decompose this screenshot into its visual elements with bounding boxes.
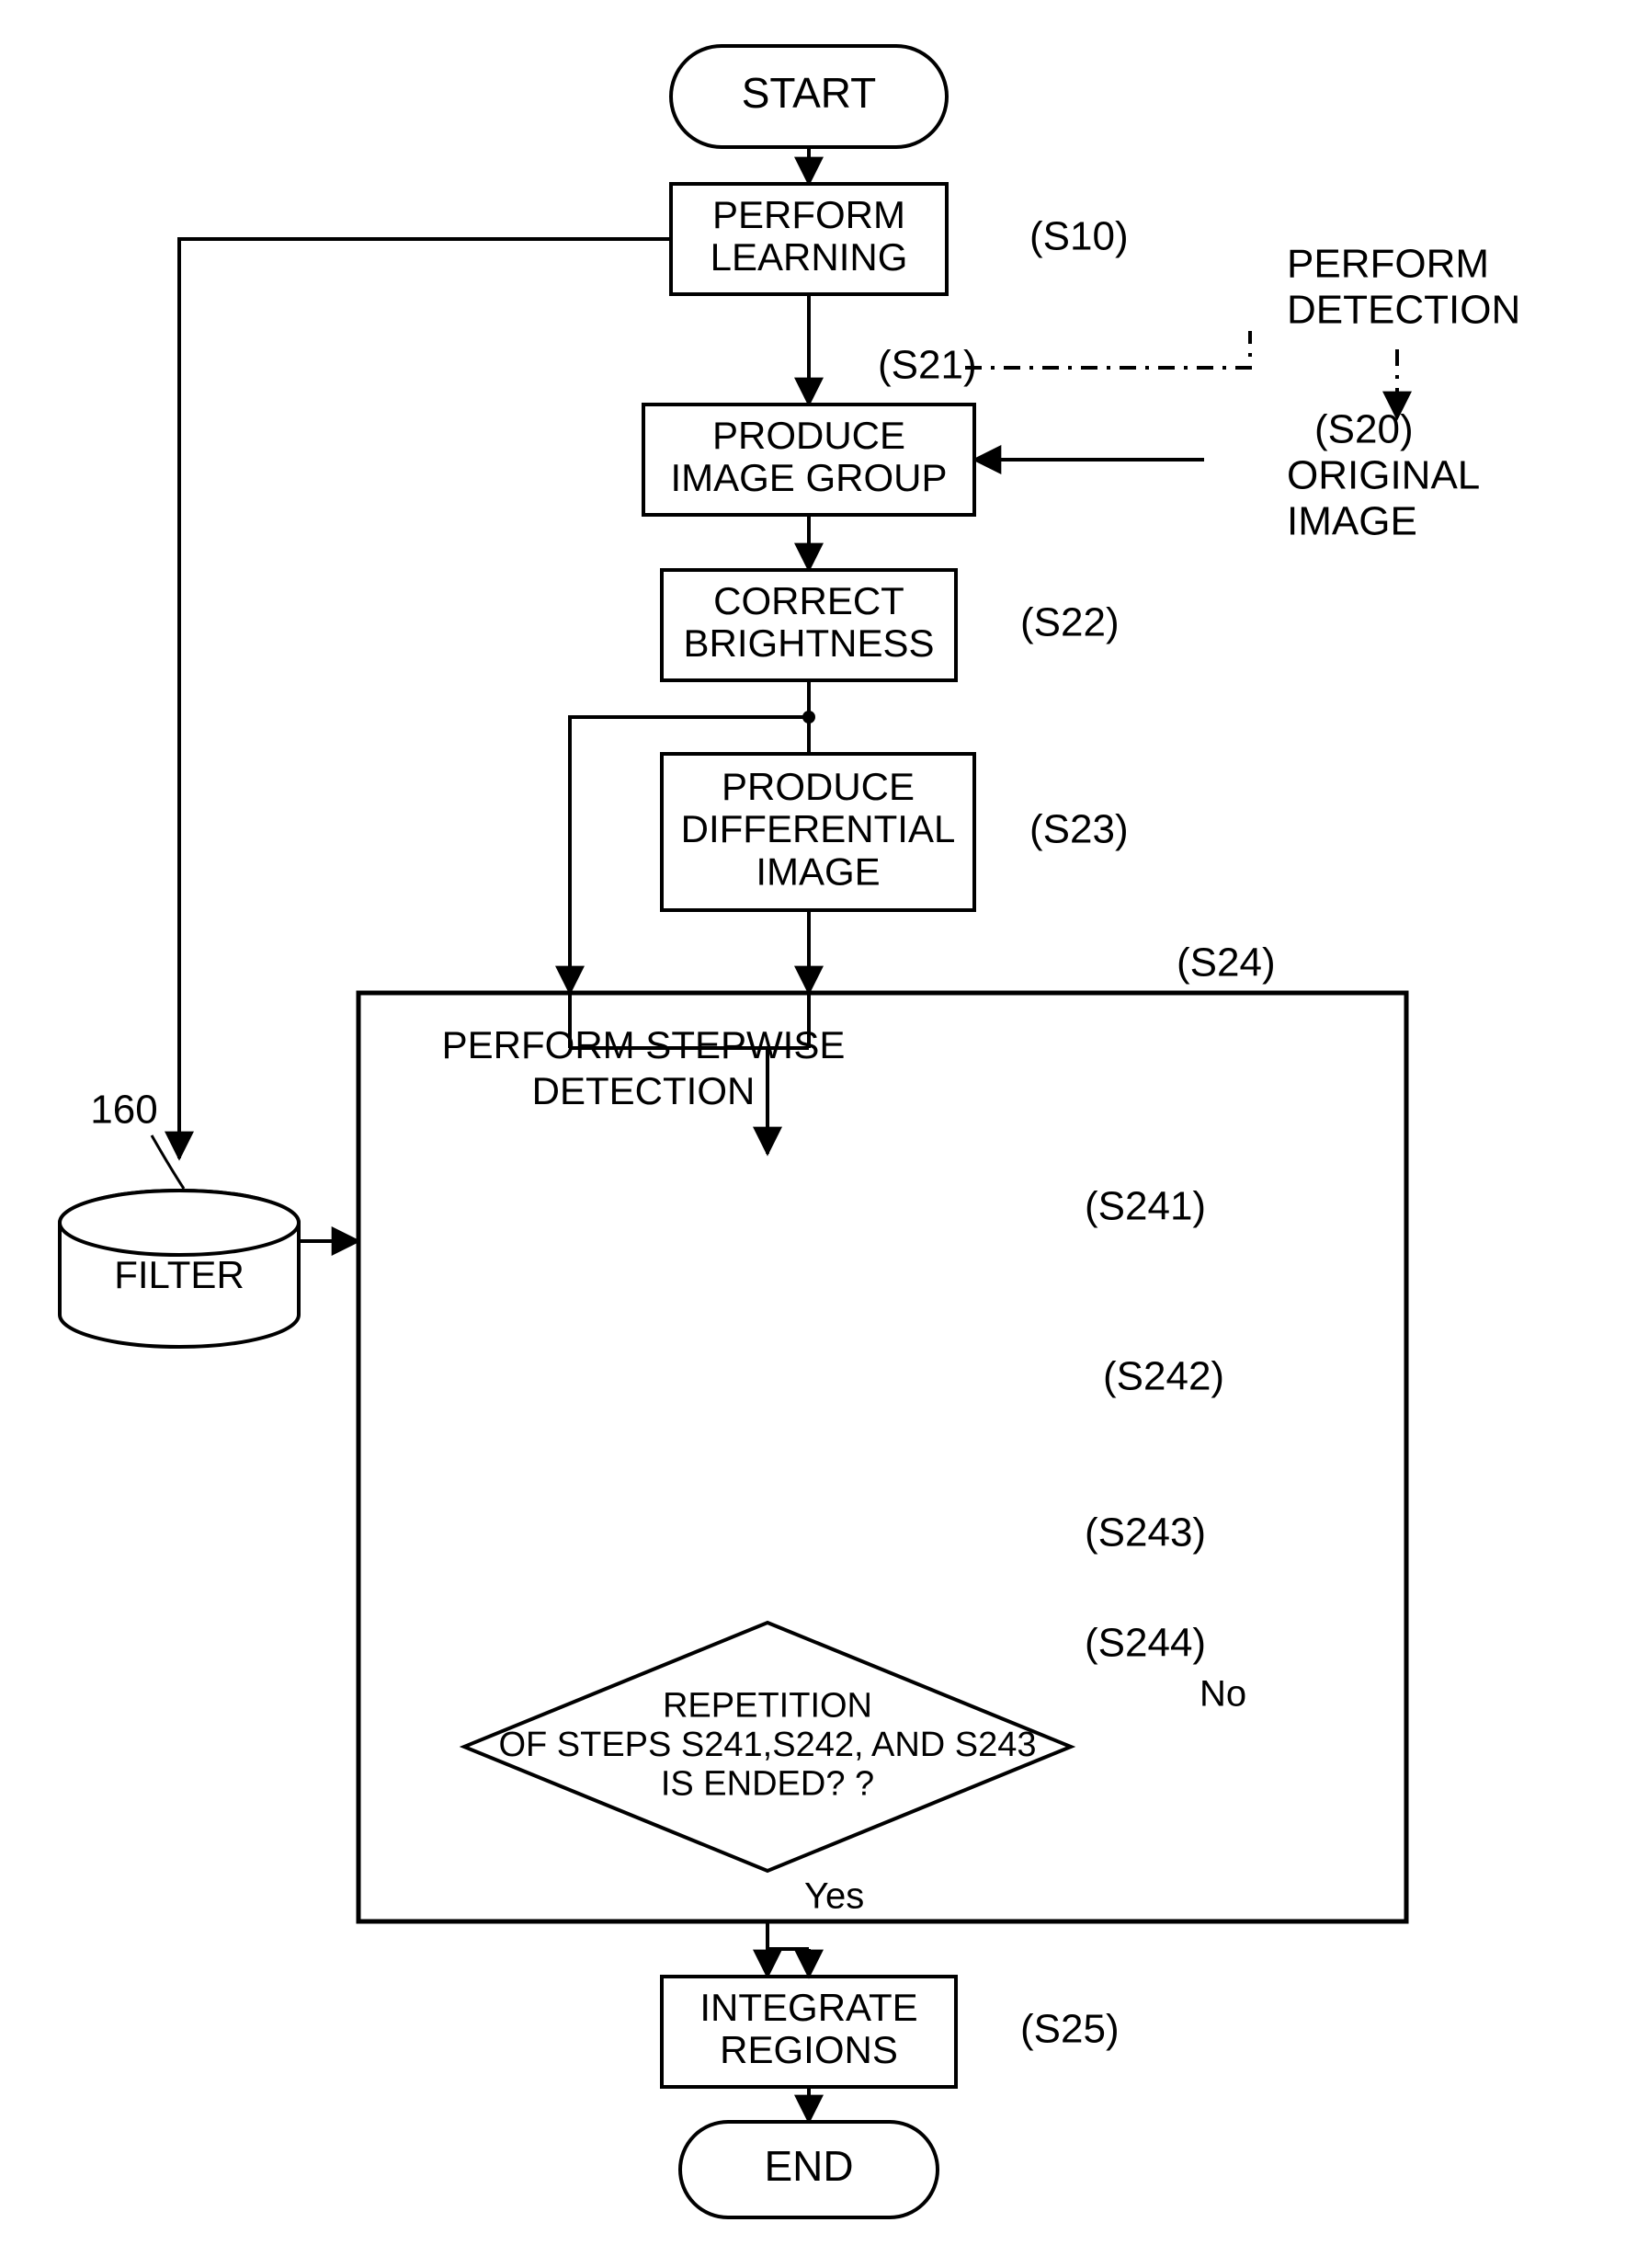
svg-text:160: 160 <box>90 1088 157 1133</box>
svg-text:IMAGE: IMAGE <box>756 849 880 893</box>
svg-text:(S242): (S242) <box>1103 1354 1224 1399</box>
svg-text:LEARNING: LEARNING <box>711 235 908 279</box>
svg-text:PERFORM: PERFORM <box>712 193 905 236</box>
svg-text:(S20): (S20) <box>1314 407 1414 452</box>
svg-text:(S241): (S241) <box>1085 1184 1206 1229</box>
svg-text:IMAGE GROUP: IMAGE GROUP <box>670 456 947 499</box>
svg-text:PERFORM STEPWISE: PERFORM STEPWISE <box>442 1023 846 1066</box>
svg-text:INTEGRATE: INTEGRATE <box>699 1986 917 2029</box>
svg-text:DETECTION: DETECTION <box>532 1069 756 1112</box>
svg-text:Yes: Yes <box>804 1876 864 1917</box>
svg-text:IMAGE: IMAGE <box>1287 499 1417 544</box>
svg-text:DIFFERENTIAL: DIFFERENTIAL <box>681 807 956 850</box>
svg-text:(S25): (S25) <box>1020 2007 1120 2052</box>
svg-text:BRIGHTNESS: BRIGHTNESS <box>683 621 934 665</box>
svg-text:DETECTION: DETECTION <box>1287 288 1520 333</box>
svg-text:OF STEPS S241,S242, AND S243: OF STEPS S241,S242, AND S243 <box>498 1726 1036 1764</box>
svg-text:No: No <box>1200 1674 1246 1715</box>
svg-text:(S21): (S21) <box>878 343 977 388</box>
svg-text:(S10): (S10) <box>1029 214 1129 259</box>
svg-text:START: START <box>742 69 877 117</box>
svg-text:(S22): (S22) <box>1020 600 1120 645</box>
svg-text:CORRECT: CORRECT <box>713 579 904 622</box>
svg-text:PRODUCE: PRODUCE <box>712 414 905 457</box>
svg-text:PERFORM: PERFORM <box>1287 242 1489 287</box>
svg-text:FILTER: FILTER <box>114 1253 244 1296</box>
svg-text:(S244): (S244) <box>1085 1621 1206 1666</box>
svg-text:REGIONS: REGIONS <box>720 2028 898 2071</box>
svg-text:(S23): (S23) <box>1029 807 1129 852</box>
svg-text:(S24): (S24) <box>1177 940 1276 986</box>
svg-text:REPETITION: REPETITION <box>663 1686 872 1725</box>
svg-text:(S243): (S243) <box>1085 1510 1206 1556</box>
svg-text:PRODUCE: PRODUCE <box>722 765 915 808</box>
svg-text:ORIGINAL: ORIGINAL <box>1287 453 1480 498</box>
svg-text:END: END <box>764 2142 853 2190</box>
svg-text:IS ENDED? ?: IS ENDED? ? <box>661 1765 874 1804</box>
